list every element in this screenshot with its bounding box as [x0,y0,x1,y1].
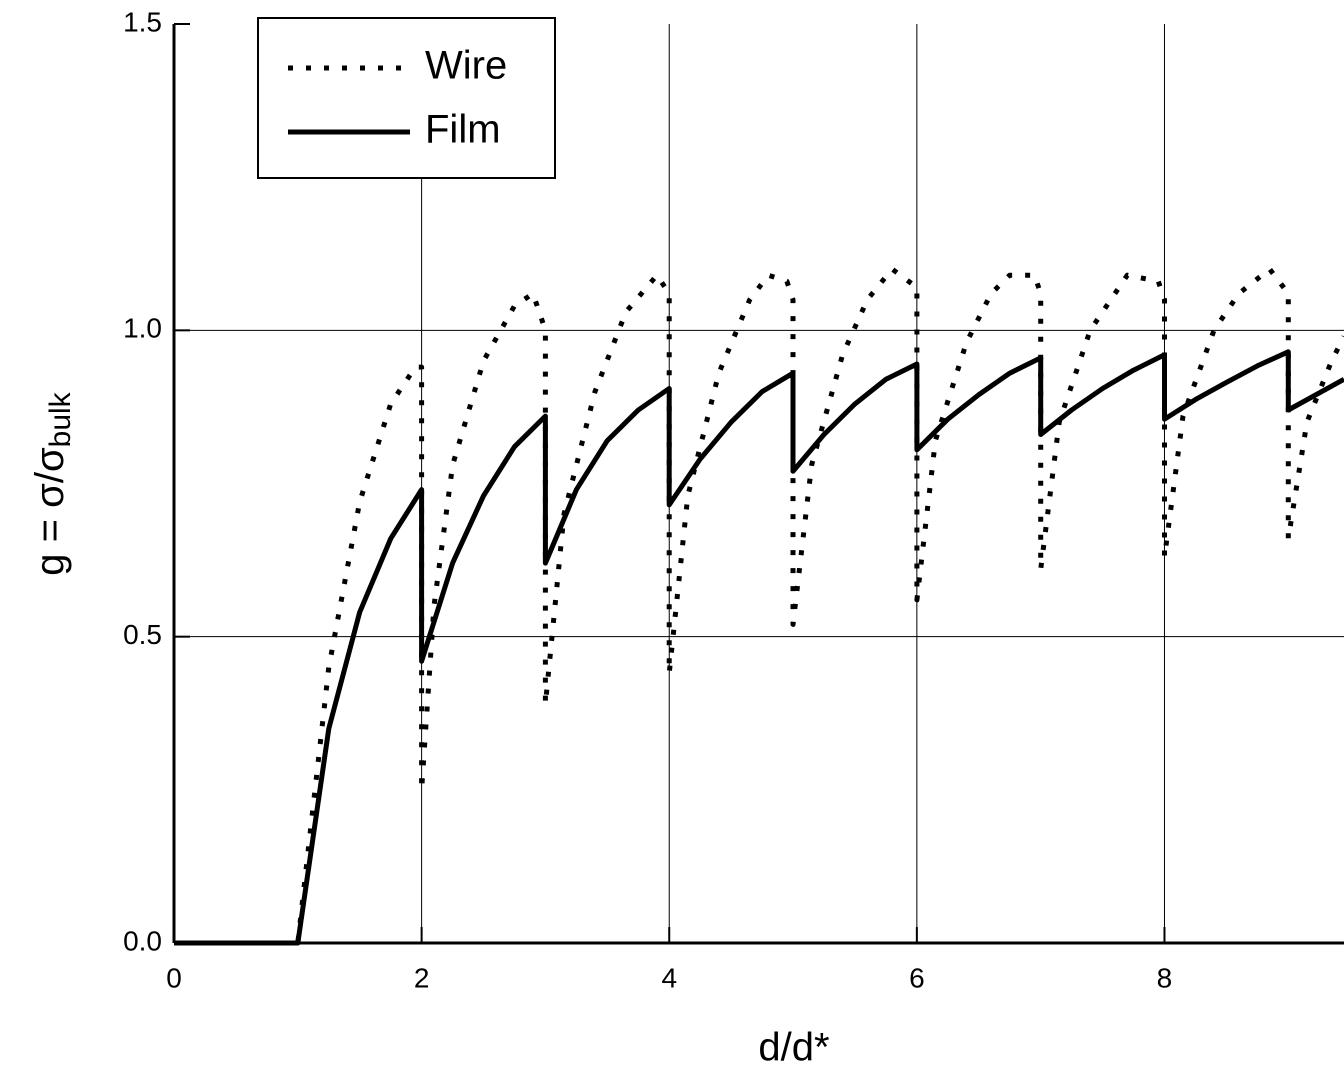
x-tick-label: 8 [1157,962,1173,993]
legend-label: Wire [425,44,507,88]
series-line [174,266,1344,946]
y-axis-label-sub: bulk [44,391,77,447]
series-line [174,349,1344,946]
y-tick-label: 1.0 [123,313,162,344]
legend-box [257,17,556,179]
legend-label: Film [425,108,501,152]
series-group [174,266,1344,946]
x-tick-label: 2 [414,962,430,993]
x-tick-label: 6 [909,962,925,993]
y-tick-label: 0.5 [123,619,162,650]
x-tick-label: 0 [166,962,182,993]
x-axis-label: d/d* [758,1026,829,1070]
y-tick-label: 1.5 [123,6,162,37]
y-axis-label-main: g = σ/σ [28,447,72,576]
y-axis-label: g = σ/σbulk [28,391,77,575]
y-tick-label: 0.0 [123,925,162,956]
x-tick-label: 4 [661,962,677,993]
series-group [174,349,1344,946]
